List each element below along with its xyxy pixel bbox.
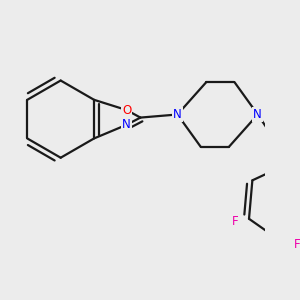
Text: N: N [254,108,262,121]
Text: O: O [122,103,131,116]
Text: F: F [294,238,300,250]
Text: N: N [122,118,131,131]
Text: F: F [232,215,238,228]
Text: N: N [173,108,182,121]
